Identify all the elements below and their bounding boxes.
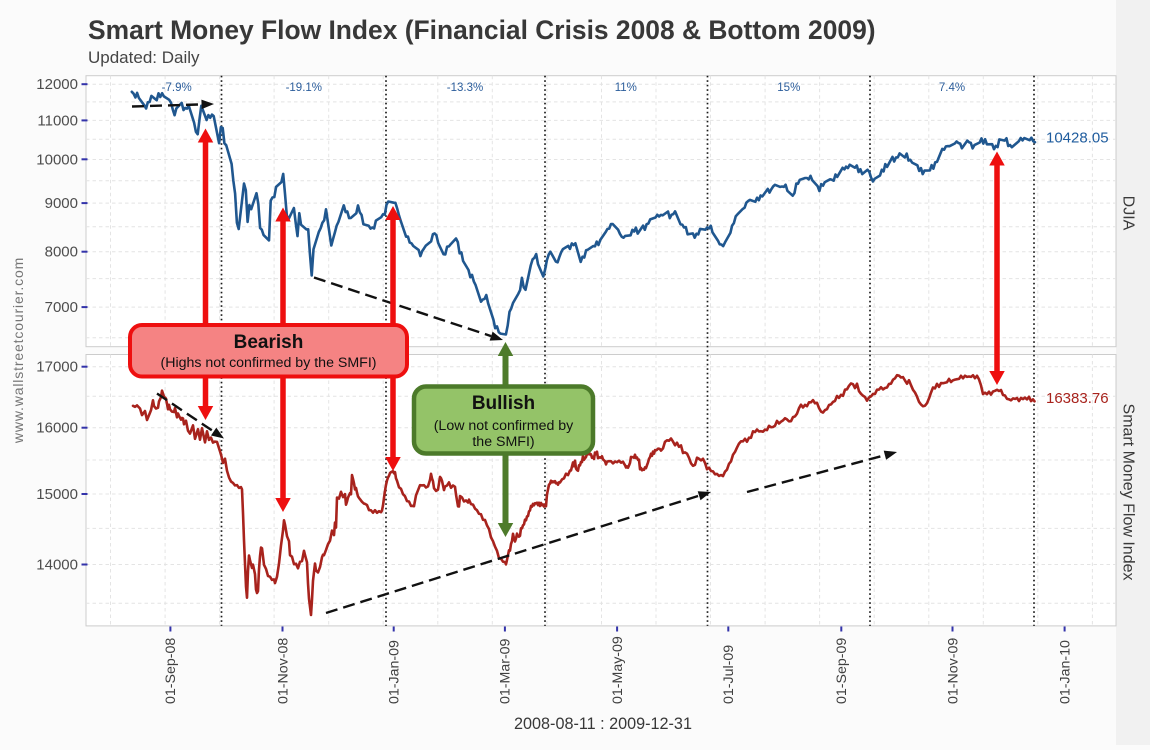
svg-text:01-Nov-09: 01-Nov-09 (945, 638, 961, 704)
svg-text:10428.05: 10428.05 (1046, 130, 1109, 147)
svg-text:01-Jan-09: 01-Jan-09 (387, 640, 403, 704)
svg-text:-19.1%: -19.1% (286, 82, 322, 94)
svg-text:www.wallstreetcourier.com: www.wallstreetcourier.com (10, 257, 26, 444)
svg-text:(Highs not confirmed by the SM: (Highs not confirmed by the SMFI) (160, 355, 376, 371)
svg-text:the SMFI): the SMFI) (472, 434, 534, 450)
svg-text:DJIA: DJIA (1120, 196, 1137, 231)
svg-text:Updated: Daily: Updated: Daily (88, 48, 200, 67)
svg-text:16000: 16000 (36, 420, 78, 437)
svg-text:Smart Money Flow Index: Smart Money Flow Index (1120, 404, 1137, 581)
svg-text:01-Nov-08: 01-Nov-08 (275, 638, 291, 704)
svg-text:-7.9%: -7.9% (162, 82, 192, 94)
svg-text:Bullish: Bullish (472, 393, 535, 414)
svg-text:2008-08-11 : 2009-12-31: 2008-08-11 : 2009-12-31 (514, 715, 692, 733)
svg-text:7.4%: 7.4% (939, 82, 965, 94)
svg-text:8000: 8000 (45, 244, 78, 261)
svg-text:15%: 15% (777, 82, 800, 94)
svg-text:10000: 10000 (36, 151, 78, 168)
svg-text:11%: 11% (615, 82, 637, 94)
svg-text:01-Jan-10: 01-Jan-10 (1057, 640, 1073, 704)
svg-text:16383.76: 16383.76 (1046, 390, 1109, 407)
svg-text:12000: 12000 (36, 76, 78, 93)
svg-text:Smart Money Flow Index (Financ: Smart Money Flow Index (Financial Crisis… (88, 15, 876, 45)
svg-text:(Low not confirmed by: (Low not confirmed by (434, 418, 574, 434)
svg-text:01-Sep-09: 01-Sep-09 (834, 638, 850, 704)
svg-text:9000: 9000 (45, 195, 78, 212)
svg-text:01-Mar-09: 01-Mar-09 (498, 638, 514, 704)
svg-text:14000: 14000 (36, 557, 78, 574)
svg-text:01-Jul-09: 01-Jul-09 (721, 645, 737, 704)
svg-text:7000: 7000 (45, 299, 78, 316)
svg-text:15000: 15000 (36, 486, 78, 503)
svg-text:17000: 17000 (36, 359, 78, 376)
svg-text:11000: 11000 (37, 112, 78, 129)
svg-text:01-May-09: 01-May-09 (610, 636, 626, 704)
svg-text:01-Sep-08: 01-Sep-08 (163, 638, 179, 704)
svg-text:-13.3%: -13.3% (447, 82, 483, 94)
svg-text:Bearish: Bearish (234, 332, 304, 353)
